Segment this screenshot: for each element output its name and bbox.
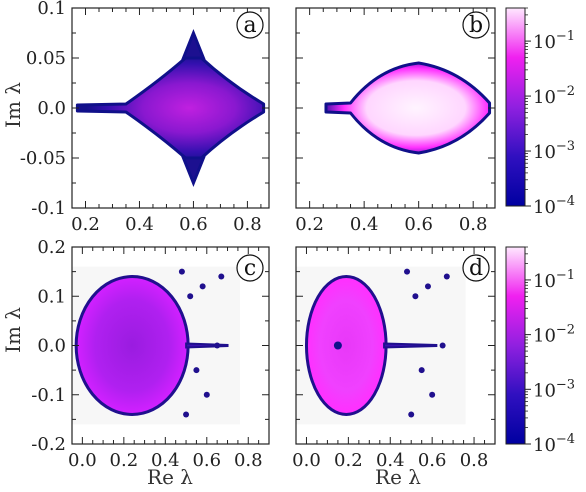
panel-label-b: b bbox=[462, 11, 490, 39]
colorbar-tick-label: 10−3 bbox=[533, 377, 575, 401]
panel-label-c: c bbox=[236, 254, 264, 282]
y-tick-label: 0.0 bbox=[37, 336, 66, 357]
y-tick-label: -0.05 bbox=[20, 148, 66, 169]
panel-label-d: d bbox=[462, 254, 490, 282]
x-tick-label: 0.8 bbox=[233, 214, 262, 235]
y-tick-label: -0.1 bbox=[31, 198, 66, 219]
panel-d-dot-1 bbox=[424, 283, 431, 290]
panel-c-dot-3 bbox=[214, 342, 221, 349]
x-tick-label: 0.2 bbox=[71, 214, 100, 235]
x-tick-label: 0.8 bbox=[234, 450, 263, 471]
y-tick-label: 0.0 bbox=[37, 98, 66, 119]
colorbar-d: 10−4 10−3 10−2 10−1 bbox=[505, 246, 575, 456]
panel-label-a: a bbox=[236, 11, 264, 39]
x-tick-label: 0.8 bbox=[459, 214, 488, 235]
panel-a-density bbox=[75, 56, 266, 160]
y-tick-label: 0.05 bbox=[26, 48, 66, 69]
panel-b: 0.2 0.4 0.6 0.8 bbox=[295, 7, 496, 235]
ylabel-bottom: Im λ bbox=[1, 307, 25, 353]
y-tick-label: -0.1 bbox=[31, 385, 66, 406]
panel-c-dot-5 bbox=[193, 367, 200, 374]
panel-c-dot-1 bbox=[199, 283, 206, 290]
x-tick-label: 0.6 bbox=[404, 214, 433, 235]
panel-d-dot-5 bbox=[418, 367, 425, 374]
xlabel-d: Re λ bbox=[375, 465, 421, 489]
panel-c-density bbox=[74, 275, 190, 416]
colorbar-tick-label: 10−1 bbox=[533, 268, 575, 292]
colorbar-tick-label: 10−3 bbox=[533, 139, 575, 163]
y-tick-label: 0.2 bbox=[37, 237, 66, 258]
panel-d-hole bbox=[333, 341, 342, 350]
colorbar-tick-label: 10−2 bbox=[533, 84, 575, 108]
panel-d-dot-3 bbox=[439, 342, 446, 349]
y-tick-label: 0.1 bbox=[37, 286, 66, 307]
panel-c-dot-0 bbox=[187, 293, 194, 300]
x-tick-label: 0.4 bbox=[376, 450, 405, 471]
panel-letter-c: c bbox=[244, 256, 256, 281]
x-tick-label: 0.0 bbox=[68, 450, 97, 471]
x-tick-label: 0.4 bbox=[151, 450, 180, 471]
panel-letter-d: d bbox=[469, 256, 483, 281]
panel-a: 0.2 0.4 0.6 0.8 -0.1 -0.05 0.0 0.05 0.1 bbox=[20, 0, 270, 235]
y-tick-label: 0.1 bbox=[37, 0, 66, 19]
panel-d-dot-0 bbox=[412, 293, 419, 300]
panel-b-density bbox=[324, 61, 492, 155]
x-tick-label: 0.8 bbox=[460, 450, 489, 471]
x-tick-label: 0.2 bbox=[295, 214, 324, 235]
colorbar-tick-label: 10−4 bbox=[533, 432, 575, 456]
panel-a-spike-0 bbox=[181, 28, 206, 60]
panel-c-dot-4 bbox=[183, 411, 190, 418]
panel-a-spike-1 bbox=[181, 156, 206, 188]
panel-d: 0.0 0.2 0.4 0.6 0.8 bbox=[292, 246, 496, 471]
panel-d-dot-2 bbox=[429, 391, 436, 398]
x-tick-label: 0.4 bbox=[125, 214, 154, 235]
colorbar-tick-label: 10−1 bbox=[533, 29, 575, 53]
panel-c: 0.0 0.2 0.4 0.6 0.8 -0.2 -0.1 0.0 0.1 0.2 bbox=[31, 237, 270, 471]
panel-d-density bbox=[304, 275, 388, 416]
panel-c-tail bbox=[185, 342, 229, 349]
panel-d-tail bbox=[383, 342, 438, 349]
y-tick-label: -0.2 bbox=[31, 434, 66, 455]
x-tick-label: 0.2 bbox=[110, 450, 139, 471]
xlabel-c: Re λ bbox=[147, 465, 193, 489]
colorbar-d-gradient bbox=[505, 246, 526, 445]
x-tick-label: 0.6 bbox=[179, 214, 208, 235]
ylabel-top: Im λ bbox=[1, 82, 25, 128]
x-tick-label: 0.0 bbox=[292, 450, 321, 471]
panel-c-dot-6 bbox=[218, 273, 225, 280]
x-tick-label: 0.4 bbox=[350, 214, 379, 235]
panel-c-dot-7 bbox=[178, 268, 185, 275]
panel-letter-a: a bbox=[243, 13, 256, 38]
panel-d-dot-7 bbox=[404, 268, 411, 275]
panel-d-dot-4 bbox=[408, 411, 415, 418]
x-tick-label: 0.2 bbox=[334, 450, 363, 471]
colorbar-tick-label: 10−2 bbox=[533, 323, 575, 347]
panel-d-dot-6 bbox=[443, 273, 450, 280]
panel-c-dot-2 bbox=[203, 391, 210, 398]
x-tick-label: 0.6 bbox=[192, 450, 221, 471]
colorbar-b: 10−4 10−3 10−2 10−1 bbox=[505, 7, 575, 218]
x-tick-label: 0.6 bbox=[418, 450, 447, 471]
colorbar-tick-label: 10−4 bbox=[533, 194, 575, 218]
colorbar-b-gradient bbox=[505, 7, 526, 207]
panel-letter-b: b bbox=[469, 13, 483, 38]
